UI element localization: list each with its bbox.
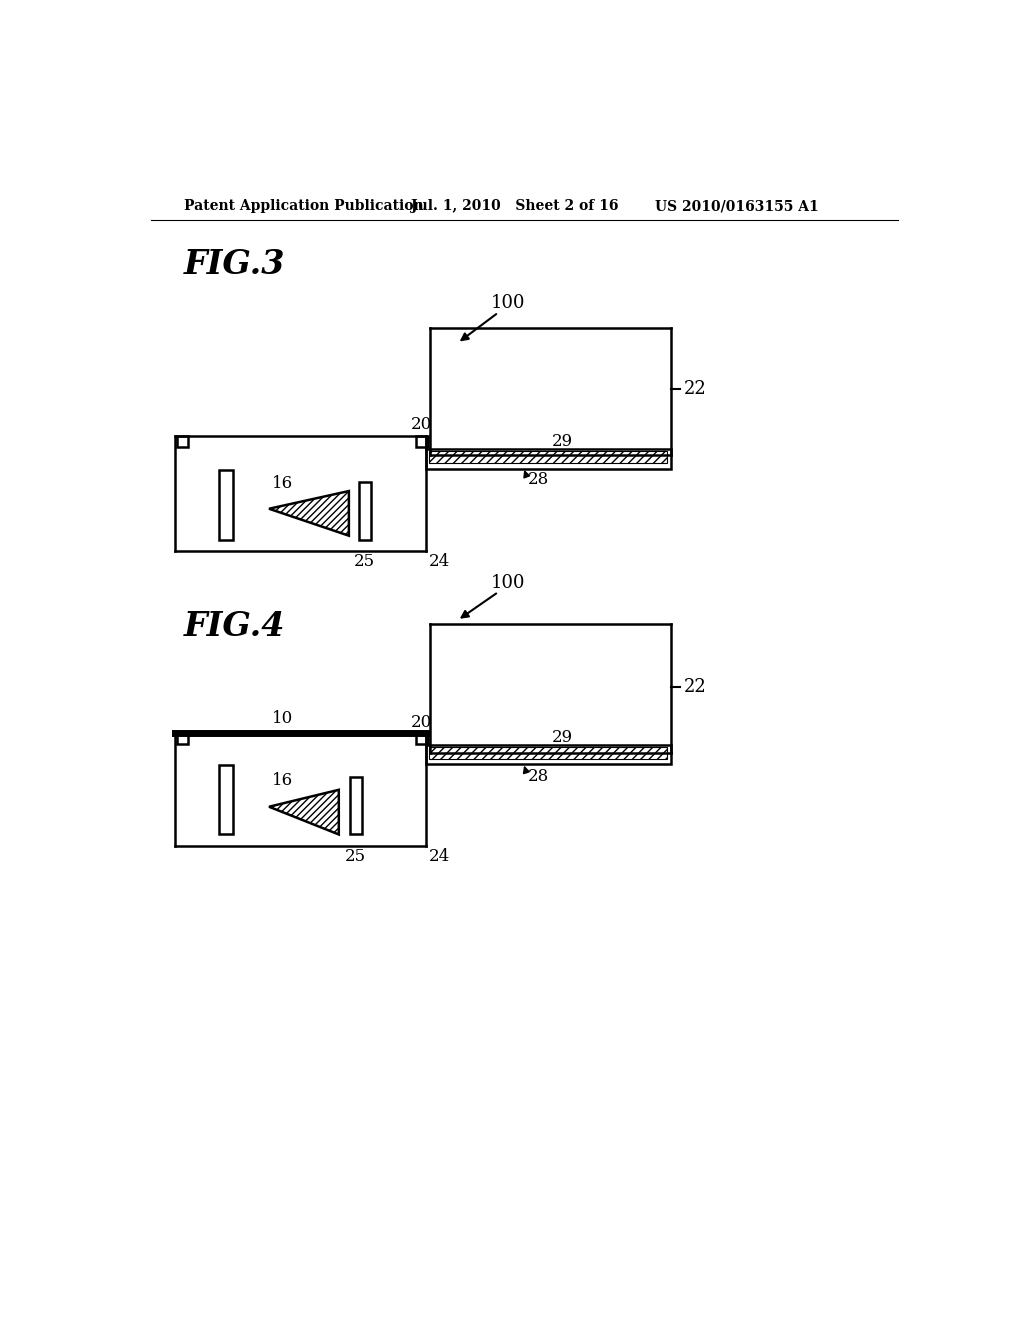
Bar	[426, 449, 671, 469]
Polygon shape	[269, 491, 349, 536]
Text: 29: 29	[552, 433, 572, 450]
Text: 100: 100	[490, 574, 525, 593]
Text: 29: 29	[552, 729, 572, 746]
Text: 25: 25	[354, 553, 375, 570]
Bar	[359, 482, 372, 540]
Text: 16: 16	[272, 772, 294, 789]
Text: 20: 20	[411, 416, 432, 433]
Bar	[417, 733, 428, 744]
Bar	[417, 436, 428, 447]
Text: 20: 20	[411, 714, 432, 730]
Bar	[219, 470, 233, 540]
Bar	[177, 733, 188, 744]
Text: 22: 22	[684, 677, 707, 696]
Text: 22: 22	[684, 380, 707, 399]
Text: 16: 16	[272, 475, 294, 492]
Text: FIG.4: FIG.4	[183, 610, 286, 643]
Bar	[426, 744, 671, 764]
Text: 10: 10	[272, 710, 294, 727]
Text: Jul. 1, 2010   Sheet 2 of 16: Jul. 1, 2010 Sheet 2 of 16	[411, 199, 618, 213]
Bar	[219, 766, 233, 834]
Bar	[429, 747, 668, 759]
Text: FIG.3: FIG.3	[183, 248, 286, 281]
Text: 24: 24	[429, 849, 450, 866]
Text: 28: 28	[528, 768, 549, 785]
Bar	[429, 451, 668, 463]
Text: US 2010/0163155 A1: US 2010/0163155 A1	[655, 199, 819, 213]
Text: 25: 25	[344, 849, 366, 866]
Text: 28: 28	[528, 471, 549, 488]
Bar	[349, 776, 362, 834]
Text: 100: 100	[490, 294, 525, 312]
Text: 24: 24	[429, 553, 450, 570]
Text: Patent Application Publication: Patent Application Publication	[183, 199, 424, 213]
Bar	[177, 436, 188, 447]
Polygon shape	[269, 789, 339, 834]
